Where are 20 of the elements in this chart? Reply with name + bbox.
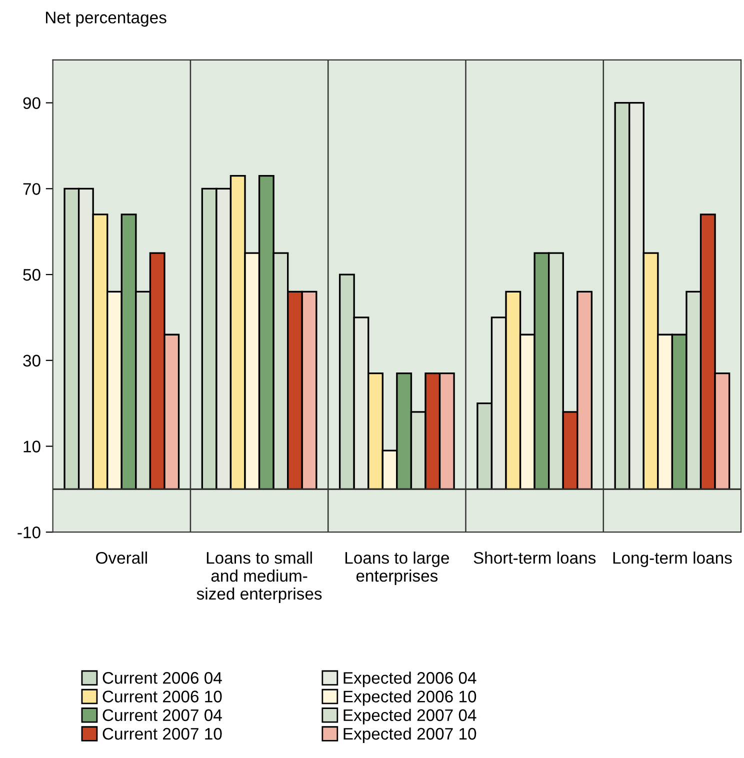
legend-label: Expected 2006 04 <box>344 672 476 688</box>
legend-label: Expected 2006 10 <box>344 690 476 706</box>
legend-label: Expected 2007 04 <box>344 708 476 724</box>
x-tick-label: Loans to small and medium- sized enterprises <box>196 552 322 603</box>
y-tick-label: 30 <box>23 354 40 367</box>
y-tick-label: 10 <box>24 440 40 452</box>
legend-label: Current 2006 10 <box>102 690 222 702</box>
y-tick-label: -10 <box>18 526 40 538</box>
x-tick-label: Short-term loans <box>474 552 596 564</box>
x-tick-label: Long-term loans <box>613 552 732 568</box>
legend-label: Expected 2007 10 <box>344 727 476 743</box>
y-tick-label: 90 <box>23 97 40 110</box>
legend-label: Current 2006 04 <box>102 672 222 684</box>
legend-label: Current 2007 10 <box>102 728 222 740</box>
y-tick-label: 50 <box>23 268 40 281</box>
legend-label: Current 2007 04 <box>102 709 222 722</box>
y-axis-title: Net percentages <box>46 12 166 27</box>
x-tick-label: Overall <box>96 552 147 564</box>
x-tick-label: Loans to large enterprises <box>345 552 450 586</box>
y-tick-label: 70 <box>23 183 40 195</box>
